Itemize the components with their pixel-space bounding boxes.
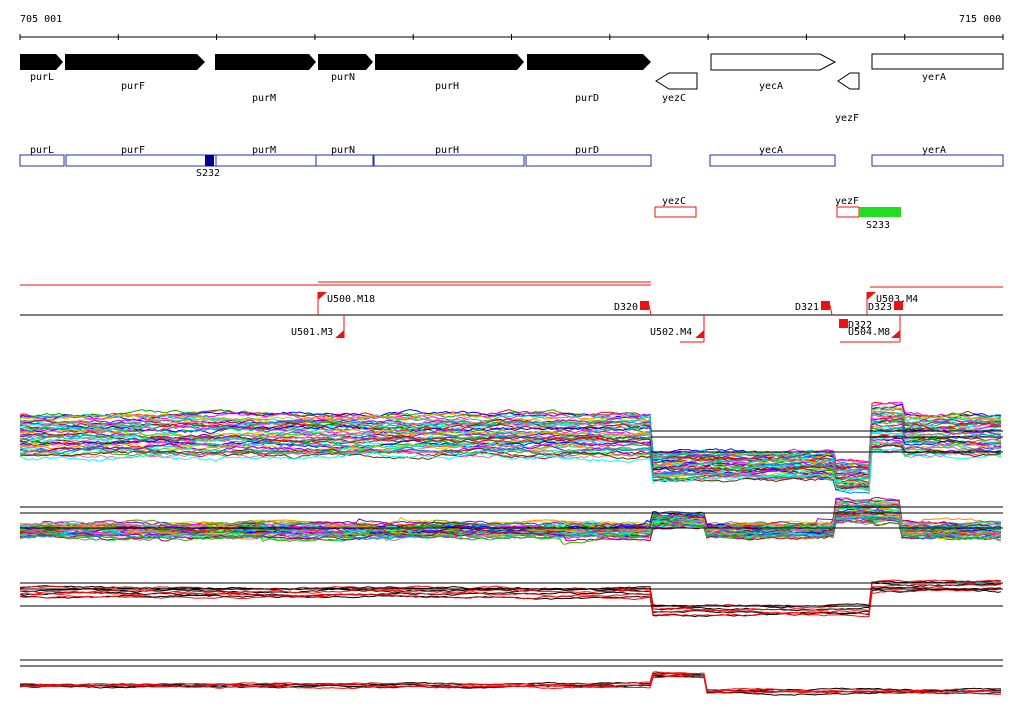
gene-arrow-purN[interactable] xyxy=(318,54,373,70)
expression-panel-4 xyxy=(19,659,1003,696)
blue-box-yecA[interactable] xyxy=(709,154,836,167)
profile-line xyxy=(19,671,1002,693)
blue-label-purL: purL xyxy=(30,145,54,156)
gene-label-purF: purF xyxy=(121,81,145,92)
gene-label-yerA: yerA xyxy=(922,72,946,83)
gene-arrow-purH[interactable] xyxy=(375,54,524,70)
blue-box-purM[interactable] xyxy=(215,154,317,167)
blue-box-purF[interactable] xyxy=(65,154,217,167)
segment-flag-u500[interactable] xyxy=(318,292,327,300)
gene-label-yecA: yecA xyxy=(759,81,783,92)
red-annotation-track: yezC yezF S233 xyxy=(654,196,901,231)
gene-arrow-purF[interactable] xyxy=(65,54,205,70)
segment-label-u501: U501.M3 xyxy=(291,327,333,338)
segment-flag-u501[interactable] xyxy=(335,330,344,338)
profile-line xyxy=(19,672,1001,692)
segment-label-u504: U504.M8 xyxy=(848,327,890,338)
blue-box-purH[interactable] xyxy=(373,154,525,167)
site-marker-s232[interactable] xyxy=(205,155,214,166)
profile-line xyxy=(19,448,1002,492)
blue-label-purF: purF xyxy=(121,145,145,156)
blue-box-purD[interactable] xyxy=(525,154,652,167)
coord-end-label: 715 000 xyxy=(959,14,1001,25)
gene-track: purL purF purM purN purH purD yezC yecA … xyxy=(20,53,1004,124)
profile-line xyxy=(19,427,1002,479)
expression-panel-2 xyxy=(19,496,1003,545)
profile-line xyxy=(19,412,1002,469)
blue-label-purH: purH xyxy=(435,145,459,156)
segment-flag-u502[interactable] xyxy=(695,330,704,338)
site-label-s233: S233 xyxy=(866,220,890,231)
profile-line xyxy=(19,448,1002,491)
blue-box-purL[interactable] xyxy=(19,154,65,167)
blue-label-yerA: yerA xyxy=(922,145,946,156)
terminator-label-d321: D321 xyxy=(795,302,819,313)
expression-panel-3 xyxy=(19,579,1003,618)
terminator-stem-d320 xyxy=(648,304,652,316)
coordinate-ruler: 705 001 715 000 xyxy=(19,14,1004,40)
terminator-d323[interactable] xyxy=(894,301,903,310)
gene-arrow-yezC[interactable] xyxy=(655,72,698,90)
gene-label-purD: purD xyxy=(575,93,599,104)
expression-panel-1 xyxy=(19,401,1003,494)
terminator-label-d322: D322 xyxy=(848,320,872,331)
profile-line xyxy=(19,586,1002,615)
gene-label-purM: purM xyxy=(252,93,276,104)
blue-box-yerA[interactable] xyxy=(871,154,1004,167)
gene-label-yezF: yezF xyxy=(835,113,859,124)
blue-label-purM: purM xyxy=(252,145,276,156)
profile-line xyxy=(19,520,1002,545)
terminator-d321[interactable] xyxy=(821,301,830,310)
gene-arrow-purL[interactable] xyxy=(20,54,63,70)
terminator-d322[interactable] xyxy=(839,319,848,328)
terminator-label-d323: D323 xyxy=(868,302,892,313)
site-marker-s233[interactable] xyxy=(859,207,901,217)
red-box-yezC[interactable] xyxy=(654,206,697,218)
profile-line xyxy=(19,675,1002,695)
site-label-s232: S232 xyxy=(196,168,220,179)
gene-arrow-purM[interactable] xyxy=(215,54,316,70)
profile-line xyxy=(19,516,1002,541)
gene-box-yerA[interactable] xyxy=(871,53,1004,70)
profile-line xyxy=(19,588,1002,618)
profile-line xyxy=(19,431,1002,481)
profile-line xyxy=(19,583,1002,612)
terminator-label-d320: D320 xyxy=(614,302,638,313)
profile-line xyxy=(19,414,1002,473)
terminator-d320[interactable] xyxy=(640,301,649,310)
blue-label-purN: purN xyxy=(331,145,355,156)
gene-arrow-yecA[interactable] xyxy=(710,53,837,71)
blue-box-purN[interactable] xyxy=(315,154,374,167)
profile-line xyxy=(19,516,1002,542)
segment-flag-u504[interactable] xyxy=(891,330,900,338)
coord-start-label: 705 001 xyxy=(20,14,62,25)
gene-arrow-purD[interactable] xyxy=(527,54,651,70)
blue-annotation-track: purL purF purM purN purH purD yecA yerA … xyxy=(19,145,1004,179)
profile-line xyxy=(19,403,1002,467)
blue-label-purD: purD xyxy=(575,145,599,156)
red-label-yezC: yezC xyxy=(662,196,686,207)
gene-arrow-yezF[interactable] xyxy=(837,72,860,90)
ruler-ticks xyxy=(19,34,1004,40)
profile-line xyxy=(19,434,1002,484)
profile-line xyxy=(19,444,1002,491)
gene-label-purL: purL xyxy=(30,72,54,83)
profile-line xyxy=(19,434,1002,486)
segment-label-u502: U502.M4 xyxy=(650,327,692,338)
segment-flag-u503[interactable] xyxy=(867,292,876,300)
segment-label-u500: U500.M18 xyxy=(327,294,375,305)
segment-label-u503: U503.M4 xyxy=(876,294,918,305)
red-box-yezF[interactable] xyxy=(836,206,860,218)
blue-label-yecA: yecA xyxy=(759,145,783,156)
segment-track: U500.M18 U503.M4 D320 D321 D322 D323 U50… xyxy=(20,281,1003,343)
gene-label-purH: purH xyxy=(435,81,459,92)
terminator-stem-d321 xyxy=(829,304,833,316)
gene-label-purN: purN xyxy=(331,72,355,83)
profile-line xyxy=(19,499,1002,531)
red-label-yezF: yezF xyxy=(835,196,859,207)
gene-label-yezC: yezC xyxy=(662,93,686,104)
